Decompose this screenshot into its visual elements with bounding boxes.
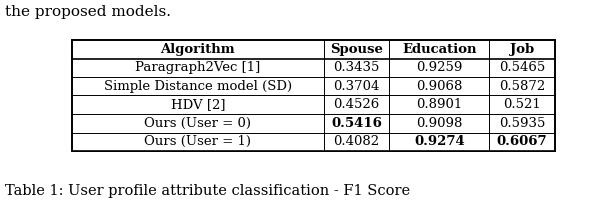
Text: Table 1: User profile attribute classification - F1 Score: Table 1: User profile attribute classifi… xyxy=(5,184,410,198)
Text: HDV [2]: HDV [2] xyxy=(170,98,225,111)
Text: 0.9068: 0.9068 xyxy=(416,80,463,93)
Text: 0.521: 0.521 xyxy=(503,98,541,111)
Text: 0.4526: 0.4526 xyxy=(333,98,379,111)
Text: Paragraph2Vec [1]: Paragraph2Vec [1] xyxy=(135,61,260,74)
Text: 0.3435: 0.3435 xyxy=(333,61,379,74)
Text: Education: Education xyxy=(402,43,477,56)
Text: 0.6067: 0.6067 xyxy=(497,135,547,148)
Text: 0.5465: 0.5465 xyxy=(499,61,545,74)
Text: Ours (User = 0): Ours (User = 0) xyxy=(144,117,251,130)
Text: 0.5935: 0.5935 xyxy=(499,117,545,130)
Text: Spouse: Spouse xyxy=(330,43,383,56)
Text: 0.5416: 0.5416 xyxy=(331,117,382,130)
Text: 0.3704: 0.3704 xyxy=(333,80,379,93)
Text: Ours (User = 1): Ours (User = 1) xyxy=(144,135,251,148)
Text: 0.8901: 0.8901 xyxy=(416,98,463,111)
Text: 0.9274: 0.9274 xyxy=(414,135,464,148)
Text: Simple Distance model (SD): Simple Distance model (SD) xyxy=(104,80,292,93)
Text: Job: Job xyxy=(510,43,535,56)
Text: 0.9098: 0.9098 xyxy=(416,117,463,130)
Text: 0.9259: 0.9259 xyxy=(416,61,463,74)
Text: 0.4082: 0.4082 xyxy=(333,135,379,148)
Text: 0.5872: 0.5872 xyxy=(499,80,545,93)
Text: Algorithm: Algorithm xyxy=(161,43,235,56)
Text: the proposed models.: the proposed models. xyxy=(5,5,171,19)
Bar xyxy=(72,40,555,151)
